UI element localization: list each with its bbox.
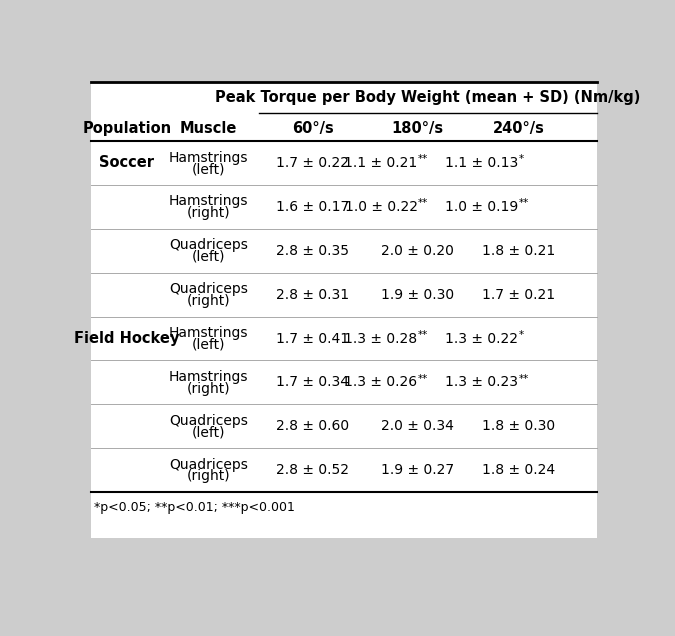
Text: *: * bbox=[518, 330, 524, 340]
Text: Field Hockey: Field Hockey bbox=[74, 331, 180, 346]
Text: **: ** bbox=[518, 198, 529, 209]
Text: 240°/s: 240°/s bbox=[493, 121, 544, 136]
Text: 2.0 ± 0.20: 2.0 ± 0.20 bbox=[381, 244, 454, 258]
Text: 1.0 ± 0.19: 1.0 ± 0.19 bbox=[445, 200, 518, 214]
Text: 1.9 ± 0.27: 1.9 ± 0.27 bbox=[381, 463, 454, 477]
Text: 1.1 ± 0.21: 1.1 ± 0.21 bbox=[344, 156, 418, 170]
Text: 2.8 ± 0.35: 2.8 ± 0.35 bbox=[277, 244, 350, 258]
Text: 1.3 ± 0.26: 1.3 ± 0.26 bbox=[344, 375, 418, 389]
Text: 2.8 ± 0.52: 2.8 ± 0.52 bbox=[277, 463, 350, 477]
Text: Quadriceps: Quadriceps bbox=[169, 458, 248, 472]
Text: Peak Torque per Body Weight (mean + SD) (Nm/kg): Peak Torque per Body Weight (mean + SD) … bbox=[215, 90, 641, 106]
Text: 1.7 ± 0.21: 1.7 ± 0.21 bbox=[482, 287, 555, 301]
Text: 1.3 ± 0.22: 1.3 ± 0.22 bbox=[446, 331, 518, 345]
Text: 1.3 ± 0.23: 1.3 ± 0.23 bbox=[446, 375, 518, 389]
Text: 1.7 ± 0.41: 1.7 ± 0.41 bbox=[277, 331, 350, 345]
Text: (left): (left) bbox=[192, 250, 225, 264]
Text: Soccer: Soccer bbox=[99, 155, 155, 170]
Text: *p<0.05; **p<0.01; ***p<0.001: *p<0.05; **p<0.01; ***p<0.001 bbox=[94, 501, 294, 514]
Text: (left): (left) bbox=[192, 425, 225, 439]
Text: 1.1 ± 0.13: 1.1 ± 0.13 bbox=[445, 156, 518, 170]
Text: **: ** bbox=[418, 198, 428, 209]
Text: (right): (right) bbox=[186, 382, 230, 396]
Text: Hamstrings: Hamstrings bbox=[169, 151, 248, 165]
Text: 1.8 ± 0.21: 1.8 ± 0.21 bbox=[482, 244, 555, 258]
Text: 1.6 ± 0.17: 1.6 ± 0.17 bbox=[276, 200, 350, 214]
Text: **: ** bbox=[418, 330, 428, 340]
Text: Hamstrings: Hamstrings bbox=[169, 326, 248, 340]
Text: (left): (left) bbox=[192, 162, 225, 176]
Text: (right): (right) bbox=[186, 469, 230, 483]
Text: Muscle: Muscle bbox=[180, 121, 237, 136]
Text: 1.9 ± 0.30: 1.9 ± 0.30 bbox=[381, 287, 454, 301]
Text: Hamstrings: Hamstrings bbox=[169, 370, 248, 384]
Text: 60°/s: 60°/s bbox=[292, 121, 334, 136]
Text: Quadriceps: Quadriceps bbox=[169, 414, 248, 428]
Text: (right): (right) bbox=[186, 294, 230, 308]
Text: 1.7 ± 0.34: 1.7 ± 0.34 bbox=[277, 375, 350, 389]
Text: 1.7 ± 0.22: 1.7 ± 0.22 bbox=[277, 156, 350, 170]
Text: Hamstrings: Hamstrings bbox=[169, 195, 248, 209]
Text: **: ** bbox=[418, 374, 428, 384]
Text: 1.8 ± 0.30: 1.8 ± 0.30 bbox=[482, 419, 555, 433]
Text: 2.8 ± 0.31: 2.8 ± 0.31 bbox=[277, 287, 350, 301]
Text: 1.8 ± 0.24: 1.8 ± 0.24 bbox=[482, 463, 555, 477]
Text: (left): (left) bbox=[192, 338, 225, 352]
Text: 1.0 ± 0.22: 1.0 ± 0.22 bbox=[345, 200, 418, 214]
Text: **: ** bbox=[418, 155, 428, 165]
Text: Quadriceps: Quadriceps bbox=[169, 238, 248, 252]
Text: **: ** bbox=[518, 374, 529, 384]
Text: *: * bbox=[518, 155, 524, 165]
Text: 2.8 ± 0.60: 2.8 ± 0.60 bbox=[277, 419, 350, 433]
Text: Quadriceps: Quadriceps bbox=[169, 282, 248, 296]
Text: 1.3 ± 0.28: 1.3 ± 0.28 bbox=[344, 331, 418, 345]
Text: (right): (right) bbox=[186, 206, 230, 220]
Text: 180°/s: 180°/s bbox=[392, 121, 443, 136]
Text: Population: Population bbox=[82, 121, 171, 136]
Text: 2.0 ± 0.34: 2.0 ± 0.34 bbox=[381, 419, 454, 433]
